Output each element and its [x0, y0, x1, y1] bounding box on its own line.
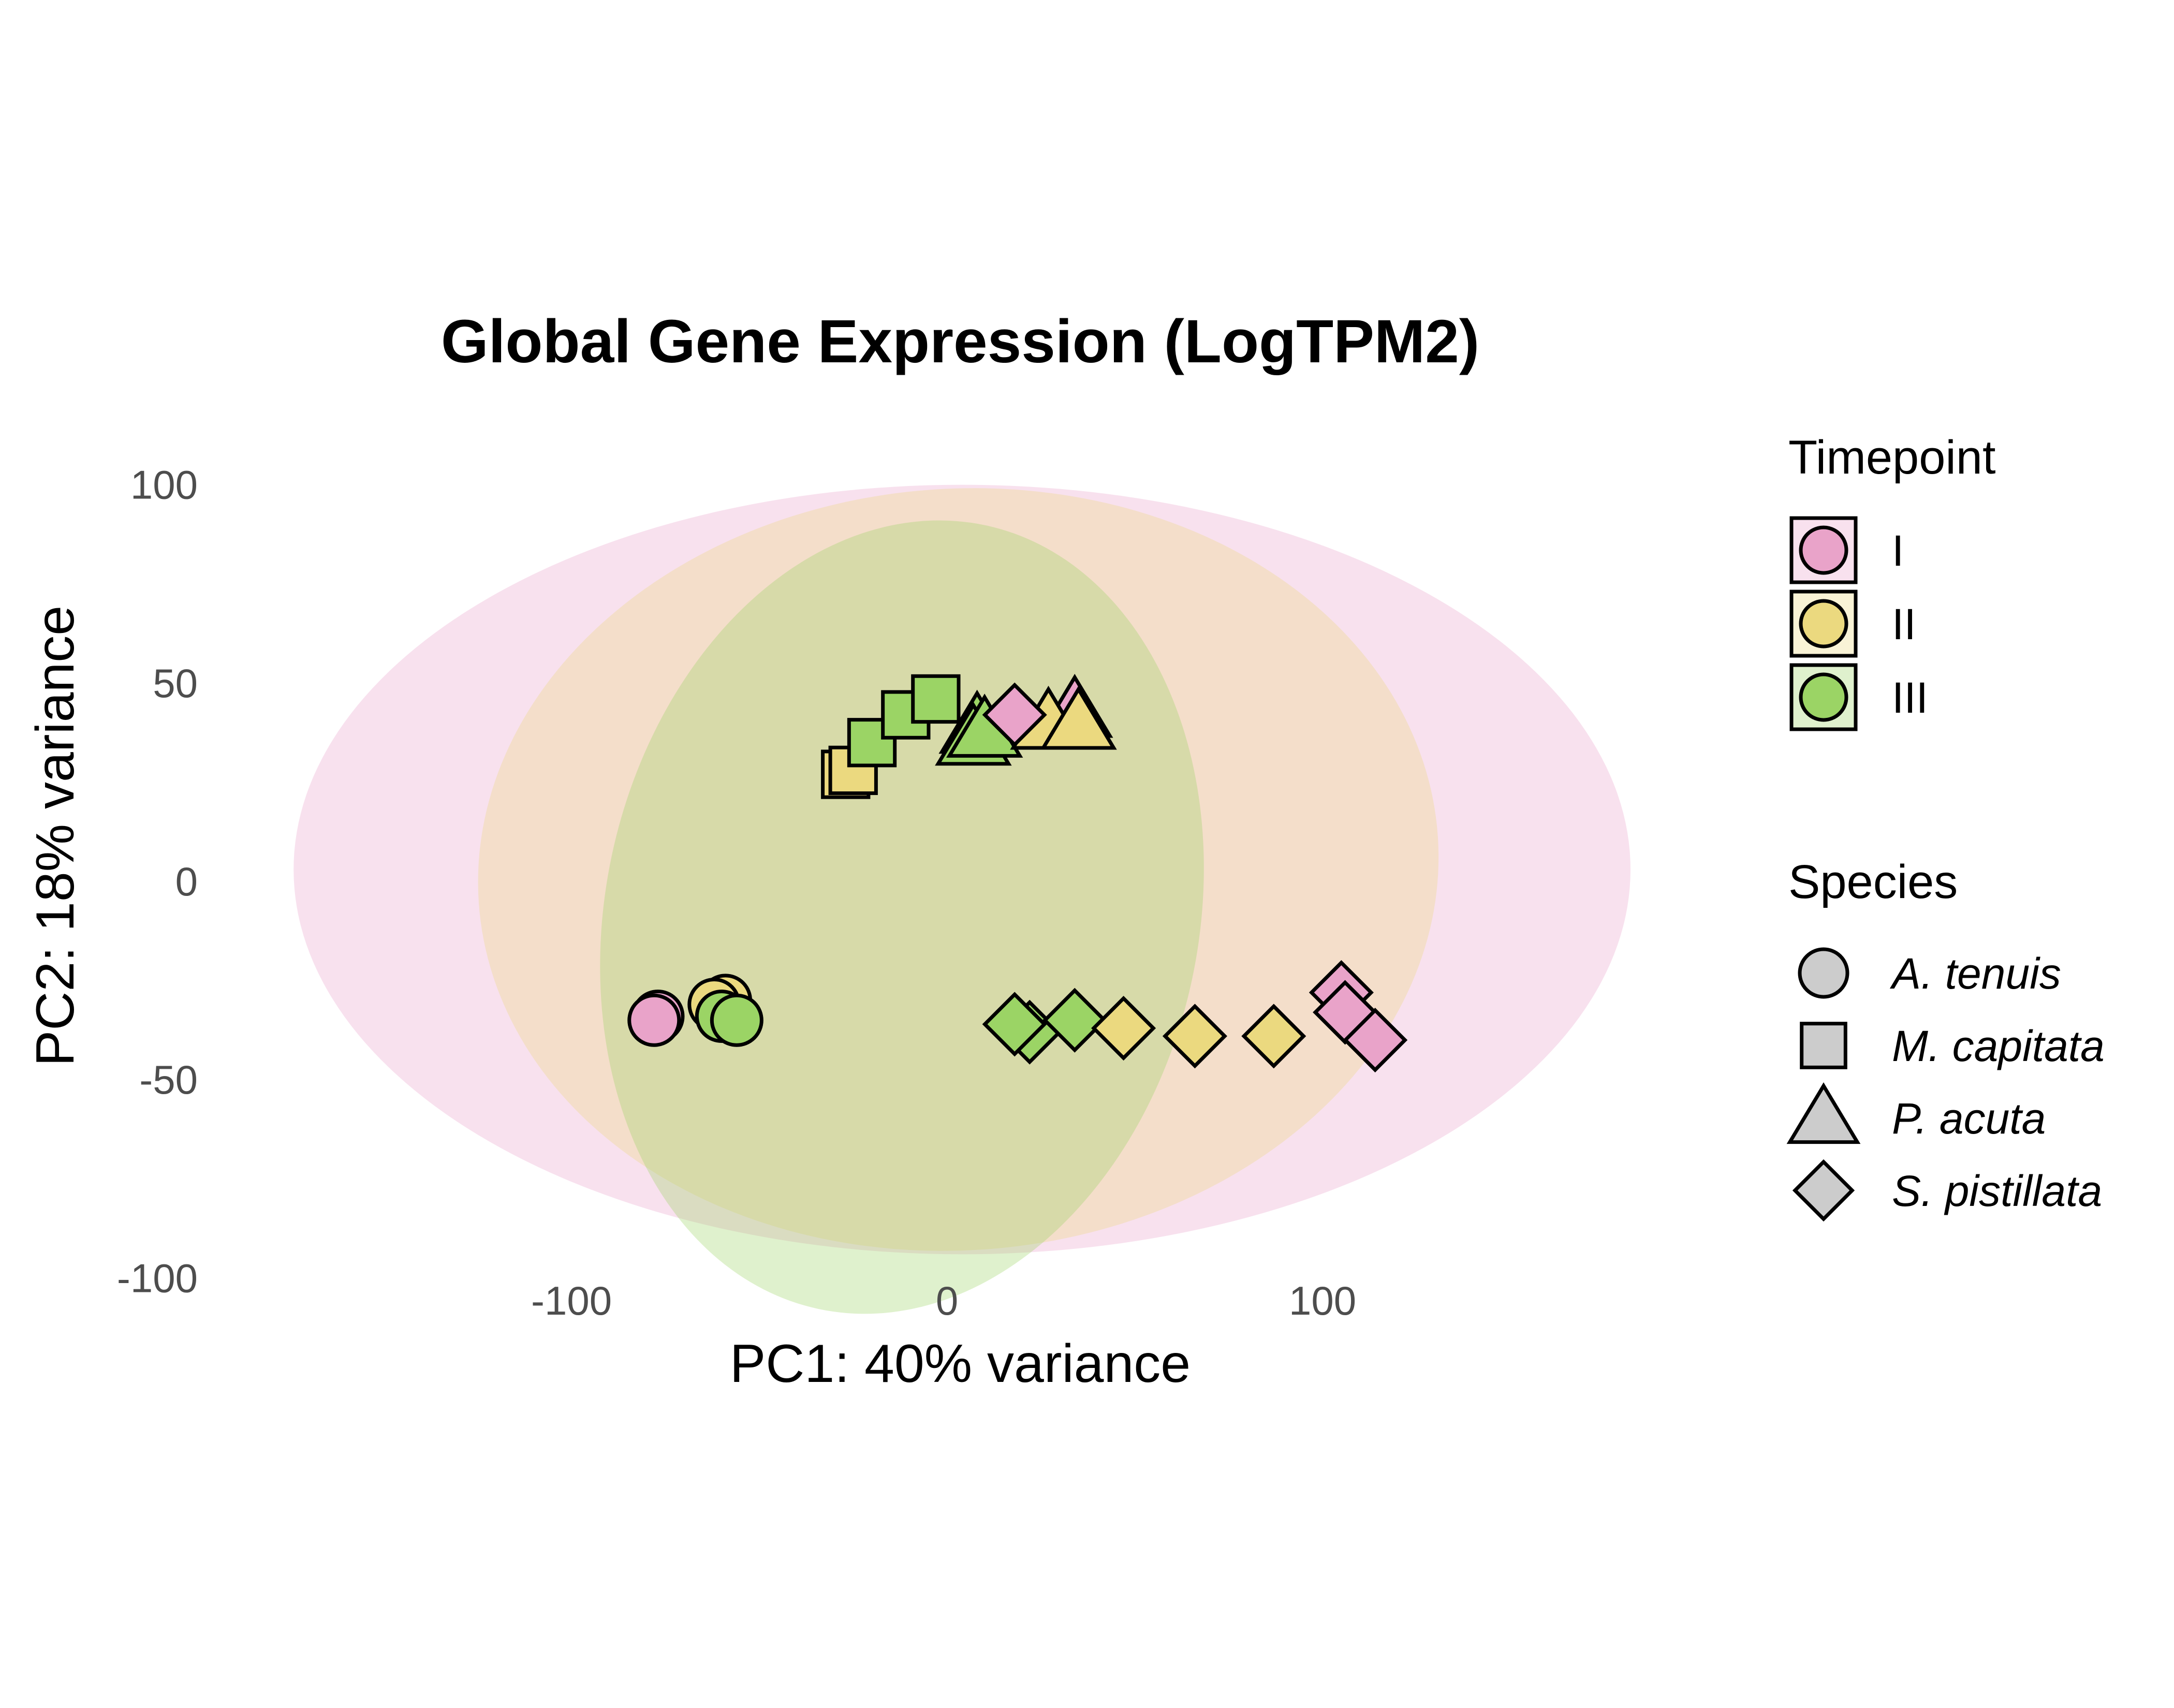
legend-label-timepoint: II: [1892, 600, 1916, 649]
y-tick-label: 100: [130, 462, 198, 508]
legend-label-species: A. tenuis: [1889, 949, 2061, 998]
legend-key-timepoint-i: [1799, 525, 1848, 575]
legend-key-p-acuta: [1786, 1082, 1861, 1144]
point-s-pistillata-tp-ii: [1162, 1004, 1227, 1069]
point-s-pistillata-tp-i: [982, 682, 1047, 747]
legend-key-timepoint-ii: [1799, 599, 1848, 649]
legend-key-m-capitata: [1800, 1022, 1847, 1069]
point-a-tenuis-tp-iii: [710, 993, 763, 1047]
x-axis-title: PC1: 40% variance: [730, 1334, 1191, 1394]
y-axis-ticks: 100 50 0 -50 -100: [117, 462, 198, 1301]
point-s-pistillata-tp-iii: [1042, 988, 1107, 1053]
y-tick-label: 0: [175, 859, 198, 904]
point-m-capitata-tp-iii: [911, 674, 961, 724]
x-tick-label: 0: [936, 1278, 958, 1323]
legend-label-timepoint: III: [1892, 673, 1928, 722]
legend-key-s-pistillata: [1792, 1159, 1855, 1222]
point-a-tenuis-tp-i: [627, 993, 681, 1047]
legend-label-species: P. acuta: [1892, 1094, 2046, 1143]
point-p-acuta-tp-ii: [1040, 685, 1117, 750]
y-tick-label: 50: [153, 660, 198, 706]
species-legend-title: Species: [1788, 856, 1958, 908]
y-tick-label: -100: [117, 1255, 198, 1301]
x-tick-label: -100: [531, 1278, 612, 1323]
point-s-pistillata-tp-ii: [1241, 1004, 1306, 1069]
legend-label-species: S. pistillata: [1892, 1167, 2102, 1215]
legend-key-a-tenuis: [1798, 947, 1849, 999]
y-axis-title: PC2: 18% variance: [25, 606, 85, 1066]
legend-label-species: M. capitata: [1892, 1022, 2105, 1070]
legend-label-timepoint: I: [1892, 526, 1904, 575]
chart-title: Global Gene Expression (LogTPM2): [441, 307, 1479, 376]
ellipse-timepoint-I: [293, 484, 1630, 1255]
point-s-pistillata-tp-iii: [982, 992, 1047, 1057]
point-s-pistillata-tp-ii: [1091, 995, 1156, 1061]
x-axis-ticks: -100 0 100: [531, 1278, 1356, 1323]
legend-key-timepoint-iii: [1799, 672, 1848, 722]
point-s-pistillata-tp-i: [1343, 1007, 1408, 1073]
data-points: [627, 673, 1408, 1073]
y-tick-label: -50: [139, 1057, 198, 1102]
species-legend: Species A. tenuis M. capitata P. acuta S. p…: [1786, 856, 2105, 1222]
confidence-ellipses: [293, 484, 1630, 1314]
timepoint-legend-title: Timepoint: [1788, 431, 1996, 484]
x-tick-label: 100: [1289, 1278, 1356, 1323]
